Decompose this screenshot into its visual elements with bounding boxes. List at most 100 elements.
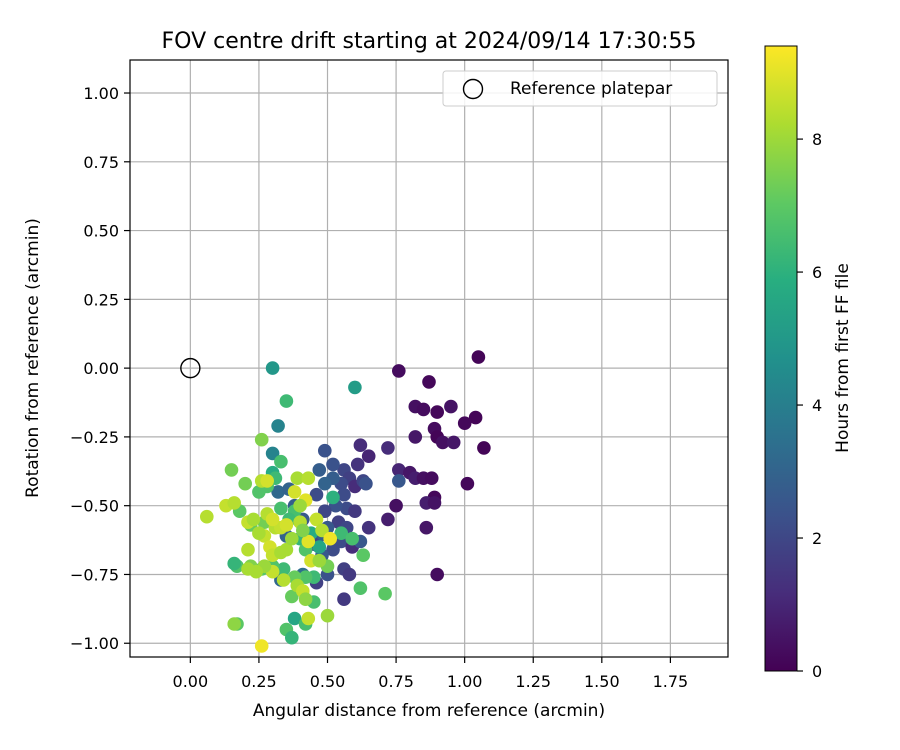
- data-point: [265, 512, 280, 527]
- legend: Reference platepar: [442, 70, 718, 107]
- y-tick-label: −0.25: [70, 428, 119, 447]
- y-tick-label: 0.25: [83, 290, 119, 309]
- data-point: [337, 487, 351, 502]
- data-point: [241, 542, 255, 557]
- data-point: [271, 485, 285, 499]
- data-point: [312, 553, 327, 568]
- data-point: [298, 570, 313, 584]
- y-axis-ticks: 1.00 0.75 0.50 0.25 0.00 −0.25 −0.50 −0.75 −1.00: [70, 84, 130, 653]
- data-point: [276, 573, 291, 587]
- scatter-points: [200, 350, 491, 653]
- data-point: [274, 545, 288, 560]
- data-point: [298, 592, 313, 606]
- data-point: [227, 617, 241, 631]
- data-point: [350, 457, 365, 472]
- x-tick-label: 0.50: [310, 672, 346, 691]
- data-point: [260, 474, 275, 488]
- data-point: [265, 446, 280, 461]
- data-point: [392, 474, 406, 488]
- y-tick-label: −0.75: [70, 565, 119, 584]
- data-point: [265, 361, 280, 375]
- x-axis-label: Angular distance from reference (arcmin): [253, 701, 605, 721]
- chart-title: FOV centre drift starting at 2024/09/14 …: [162, 29, 697, 54]
- data-point: [427, 496, 442, 510]
- data-point: [392, 463, 406, 477]
- x-tick-label: 0.00: [173, 672, 209, 691]
- data-point: [430, 405, 445, 419]
- data-point: [424, 471, 439, 486]
- data-point: [460, 476, 475, 491]
- colorbar-tick-label: 8: [812, 130, 822, 149]
- data-point: [254, 639, 269, 653]
- data-point: [200, 509, 214, 524]
- plot-frame: [129, 59, 729, 658]
- data-point: [318, 476, 332, 491]
- colorbar-tick-label: 4: [812, 396, 822, 415]
- data-point: [301, 471, 316, 486]
- colorbar-tick-label: 6: [812, 263, 822, 282]
- y-tick-label: −0.50: [70, 497, 119, 516]
- data-point: [238, 476, 252, 491]
- data-point: [271, 419, 285, 433]
- data-point: [301, 534, 316, 549]
- data-point: [296, 523, 310, 538]
- y-tick-label: 0.75: [83, 153, 119, 172]
- data-point: [224, 463, 239, 477]
- data-point: [457, 416, 472, 431]
- legend-box: [442, 70, 718, 107]
- data-point: [246, 512, 261, 527]
- x-tick-label: 1.75: [653, 672, 689, 691]
- data-point: [471, 350, 486, 364]
- data-point: [241, 562, 255, 576]
- data-point: [353, 438, 368, 453]
- data-point: [468, 410, 483, 425]
- y-axis-label: Rotation from reference (arcmin): [23, 218, 43, 498]
- data-point: [326, 490, 340, 505]
- data-point: [326, 457, 340, 472]
- data-point: [389, 498, 403, 513]
- colorbar-gradient: [764, 45, 798, 672]
- x-tick-label: 1.50: [584, 672, 620, 691]
- x-tick-label: 1.00: [447, 672, 483, 691]
- data-point: [444, 399, 458, 414]
- data-point: [320, 608, 335, 623]
- data-point: [345, 531, 360, 546]
- data-point: [301, 611, 316, 626]
- colorbar-label: Hours from first FF file: [833, 263, 853, 453]
- data-point: [287, 485, 302, 499]
- data-point: [422, 375, 436, 389]
- data-point: [279, 518, 294, 532]
- data-point: [287, 611, 302, 626]
- data-point: [392, 364, 406, 378]
- data-point: [378, 586, 392, 601]
- data-point: [312, 540, 327, 554]
- data-point: [252, 526, 266, 540]
- data-point: [356, 548, 371, 562]
- colorbar-ticks: 0 2 4 6 8: [797, 130, 822, 681]
- y-tick-label: 0.00: [83, 359, 119, 378]
- data-point: [477, 441, 491, 455]
- data-point: [348, 380, 362, 395]
- data-point: [315, 523, 329, 538]
- data-point: [318, 504, 332, 518]
- data-point: [381, 441, 395, 455]
- data-point: [342, 567, 357, 582]
- x-axis-ticks: 0.00 0.25 0.50 0.75 1.00 1.25 1.50 1.75: [173, 657, 689, 691]
- data-point: [430, 567, 445, 582]
- data-point: [309, 487, 324, 502]
- x-tick-label: 0.75: [378, 672, 414, 691]
- data-point: [312, 463, 327, 477]
- data-point: [435, 435, 450, 450]
- data-point: [359, 476, 373, 491]
- data-point: [227, 496, 241, 510]
- data-point: [285, 531, 299, 546]
- data-point: [361, 520, 376, 535]
- data-point: [381, 512, 395, 527]
- x-tick-label: 0.25: [241, 672, 277, 691]
- grid: [130, 60, 728, 657]
- data-point: [446, 435, 461, 450]
- data-point: [361, 449, 376, 464]
- x-tick-label: 1.25: [515, 672, 551, 691]
- data-point: [274, 501, 288, 516]
- data-point: [276, 562, 291, 576]
